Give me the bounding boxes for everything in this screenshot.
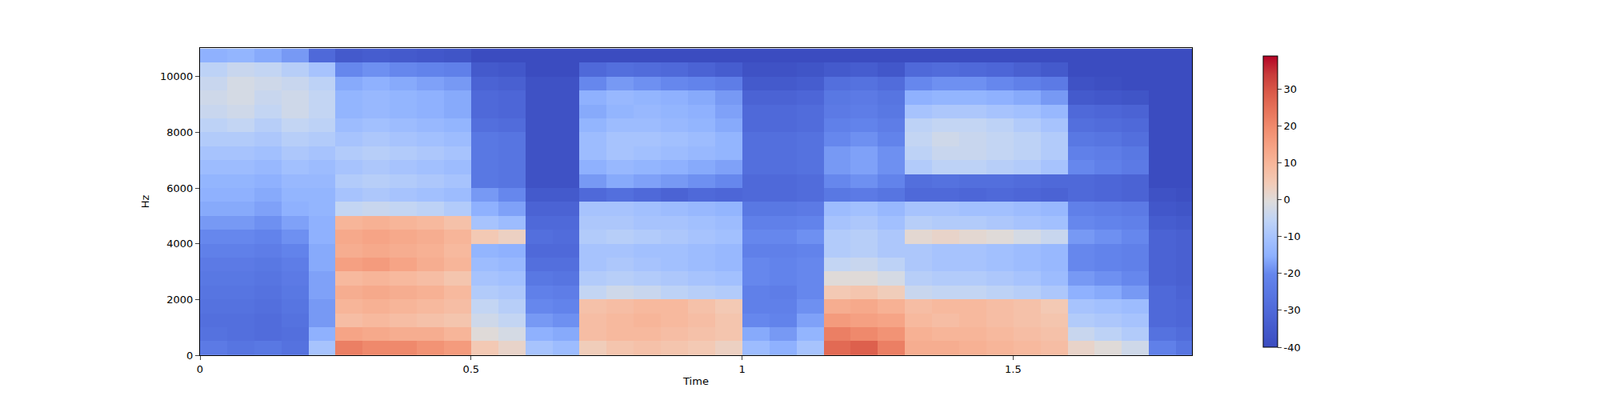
svg-text:1.5: 1.5 xyxy=(1004,363,1022,376)
svg-text:0: 0 xyxy=(186,349,193,362)
svg-text:30: 30 xyxy=(1284,83,1298,96)
svg-text:0: 0 xyxy=(196,363,204,376)
svg-text:Time: Time xyxy=(682,375,709,388)
svg-text:2000: 2000 xyxy=(166,293,193,306)
svg-text:-10: -10 xyxy=(1284,230,1301,243)
svg-text:10000: 10000 xyxy=(160,70,193,83)
svg-text:6000: 6000 xyxy=(166,182,193,195)
svg-text:-20: -20 xyxy=(1284,267,1301,280)
svg-text:10: 10 xyxy=(1284,156,1298,169)
svg-text:-40: -40 xyxy=(1284,341,1301,354)
svg-text:8000: 8000 xyxy=(166,126,193,139)
svg-text:0.5: 0.5 xyxy=(462,363,480,376)
svg-text:20: 20 xyxy=(1284,120,1298,132)
svg-text:Hz: Hz xyxy=(139,195,152,209)
svg-text:-30: -30 xyxy=(1284,304,1301,316)
svg-text:1: 1 xyxy=(738,363,745,376)
svg-text:4000: 4000 xyxy=(166,237,193,250)
svg-text:0: 0 xyxy=(1284,193,1291,206)
